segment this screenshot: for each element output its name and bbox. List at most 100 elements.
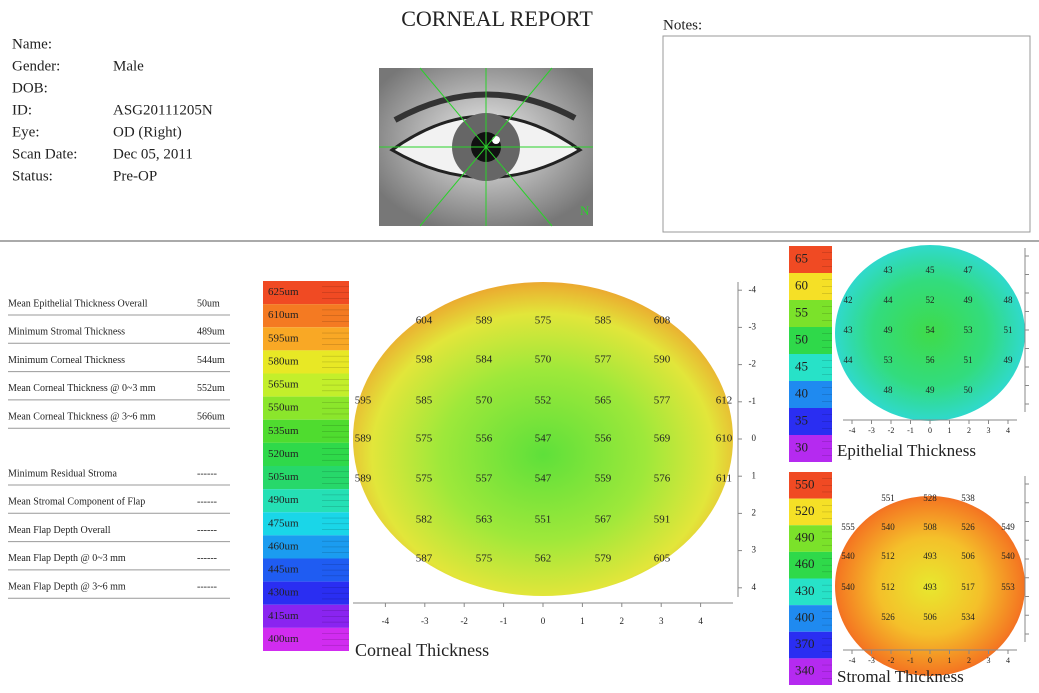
- map-value: 585: [416, 395, 433, 407]
- map-value: 43: [844, 325, 854, 335]
- measure-value: 566um: [197, 411, 225, 422]
- map-value: 591: [654, 514, 671, 526]
- scale-label: 550um: [268, 402, 299, 414]
- scale-strip: [822, 327, 832, 354]
- map-value: 49: [1004, 355, 1014, 365]
- measure-label: Minimum Corneal Thickness: [8, 355, 125, 366]
- notes-label: Notes:: [663, 17, 702, 33]
- scale-band: [263, 281, 322, 305]
- map-value: 570: [535, 354, 552, 366]
- map-title: Stromal Thickness: [837, 667, 964, 686]
- thickness-map: [835, 496, 1025, 676]
- scale-label: 40: [795, 385, 808, 400]
- scale-label: 505um: [268, 471, 299, 483]
- scale-strip: [822, 605, 832, 632]
- scale-strip: [322, 350, 349, 374]
- scale-band: [789, 381, 822, 408]
- map-value: 575: [535, 315, 552, 327]
- scale-strip: [322, 327, 349, 351]
- x-tick-label: 0: [928, 656, 932, 665]
- measure-label: Mean Stromal Component of Flap: [8, 497, 145, 508]
- map-value: 526: [961, 522, 975, 532]
- scale-label: 460um: [268, 540, 299, 552]
- field-label: DOB:: [12, 80, 48, 96]
- scale-strip: [822, 498, 832, 526]
- scale-band: [263, 350, 322, 374]
- map-value: 512: [881, 551, 895, 561]
- map-value: 506: [961, 551, 975, 561]
- map-value: 53: [964, 325, 974, 335]
- field-value: OD (Right): [113, 124, 182, 140]
- scale-band: [263, 466, 322, 490]
- map-value: 611: [716, 473, 732, 485]
- measure-value: 544um: [197, 355, 225, 366]
- scale-label: 400: [795, 609, 815, 624]
- thickness-map: [835, 245, 1025, 421]
- map-value: 589: [476, 315, 493, 327]
- x-tick-label: -1: [907, 656, 914, 665]
- measure-value: ------: [197, 468, 217, 479]
- scale-label: 340: [795, 663, 815, 678]
- map-value: 575: [416, 473, 433, 485]
- scale-strip: [822, 354, 832, 381]
- map-value: 575: [476, 553, 493, 565]
- map-value: 608: [654, 315, 671, 327]
- scale-label: 430: [795, 583, 815, 598]
- x-tick-label: 4: [698, 616, 703, 626]
- y-tick-label: 1: [752, 470, 757, 480]
- y-tick-label: -4: [749, 284, 757, 294]
- scale-label: 625um: [268, 286, 299, 298]
- field-value: Male: [113, 58, 144, 74]
- map-value: 552: [535, 395, 552, 407]
- scale-strip: [322, 304, 349, 328]
- scale-label: 45: [795, 358, 808, 373]
- map-value: 557: [476, 473, 493, 485]
- x-tick-label: 2: [967, 656, 971, 665]
- map-value: 589: [355, 433, 372, 445]
- map-value: 576: [654, 473, 671, 485]
- x-tick-label: 1: [580, 616, 585, 626]
- scale-strip: [322, 396, 349, 420]
- map-value: 551: [881, 493, 895, 503]
- scale-band: [789, 327, 822, 354]
- map-value: 47: [964, 265, 974, 275]
- scale-label: 475um: [268, 517, 299, 529]
- measure-label: Minimum Residual Stroma: [8, 468, 117, 479]
- measure-label: Mean Corneal Thickness @ 3~6 mm: [8, 411, 156, 422]
- map-value: 547: [535, 473, 552, 485]
- thickness-map: [353, 282, 733, 596]
- scale-label: 400um: [268, 633, 299, 645]
- scale-strip: [322, 581, 349, 605]
- scale-band: [263, 512, 322, 536]
- scale-strip: [322, 604, 349, 628]
- y-tick-label: -3: [749, 321, 757, 331]
- eye-image: N: [379, 67, 593, 227]
- field-label: Eye:: [12, 124, 40, 140]
- x-tick-label: 0: [928, 426, 932, 435]
- measure-label: Mean Corneal Thickness @ 0~3 mm: [8, 383, 156, 394]
- scale-strip: [322, 512, 349, 536]
- map-value: 44: [884, 295, 894, 305]
- map-value: 42: [844, 295, 853, 305]
- field-label: Gender:: [12, 58, 60, 74]
- scale-label: 415um: [268, 610, 299, 622]
- scale-strip: [822, 381, 832, 408]
- map-value: 56: [926, 355, 936, 365]
- x-tick-label: 2: [967, 426, 971, 435]
- scale-label: 595um: [268, 332, 299, 344]
- scale-band: [263, 442, 322, 466]
- scale-band: [263, 489, 322, 513]
- x-tick-label: -1: [500, 616, 508, 626]
- y-tick-label: -2: [749, 359, 757, 369]
- x-tick-label: -2: [888, 426, 895, 435]
- scale-band: [263, 535, 322, 559]
- scale-band: [789, 605, 822, 632]
- scale-band: [263, 604, 322, 628]
- image-label: N: [580, 203, 590, 218]
- measure-value: ------: [197, 581, 217, 592]
- map-value: 49: [884, 325, 894, 335]
- map-value: 534: [961, 612, 975, 622]
- scale-label: 520: [795, 503, 815, 518]
- map-value: 538: [961, 493, 975, 503]
